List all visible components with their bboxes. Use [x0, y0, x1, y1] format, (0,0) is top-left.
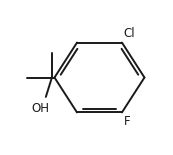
Text: F: F	[124, 115, 130, 128]
Text: OH: OH	[32, 102, 50, 115]
Text: Cl: Cl	[124, 27, 135, 40]
